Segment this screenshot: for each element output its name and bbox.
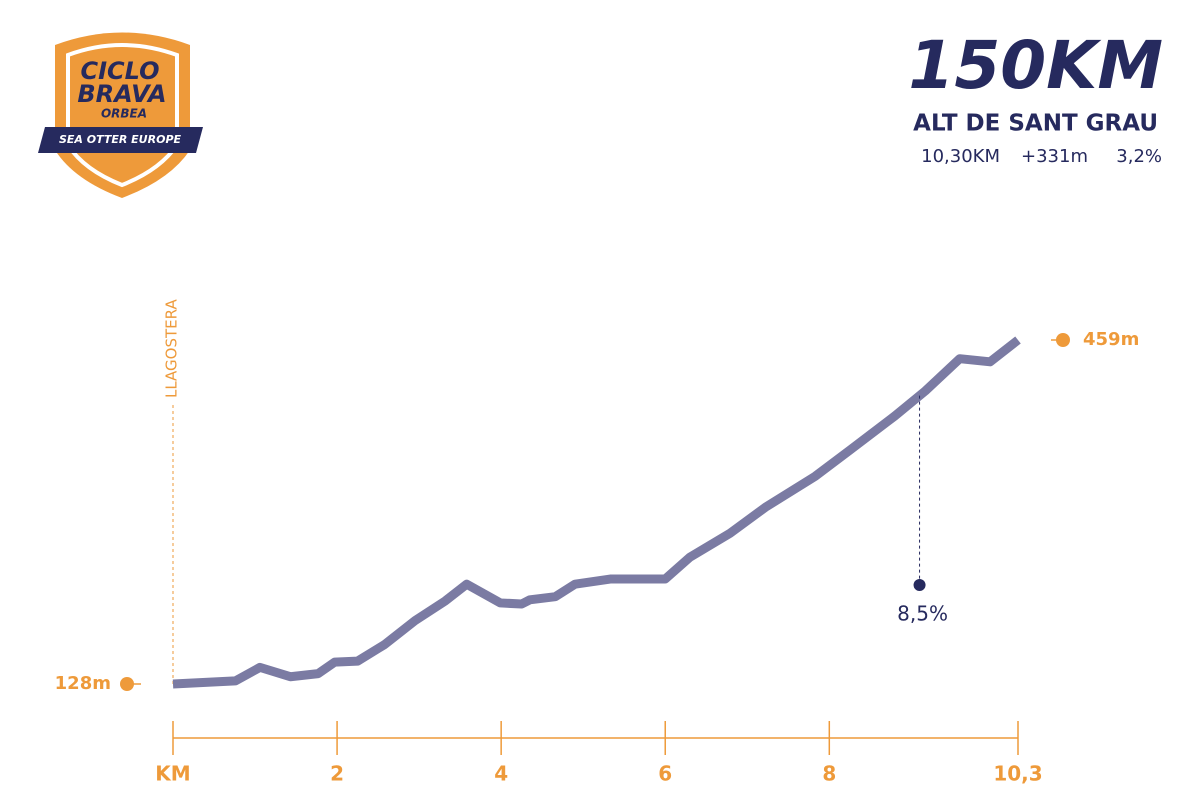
subtitle: ALT DE SANT GRAU xyxy=(913,111,1158,137)
logo-text: CICLO xyxy=(81,57,160,85)
x-tick-label: 10,3 xyxy=(993,762,1042,786)
stat: +331m xyxy=(1021,146,1088,167)
x-tick-label: 8 xyxy=(822,762,836,786)
stat: 10,30KM xyxy=(921,146,1000,167)
x-tick-label: 4 xyxy=(494,762,508,786)
x-tick-label: 2 xyxy=(330,762,344,786)
elevation-label: 459m xyxy=(1083,329,1139,350)
title: 150KM xyxy=(908,27,1163,104)
logo-band xyxy=(38,127,203,153)
x-tick-label: 6 xyxy=(658,762,672,786)
elevation-dot xyxy=(120,677,134,691)
annotation-label: 8,5% xyxy=(897,602,948,626)
logo-text: BRAVA xyxy=(77,80,166,108)
elevation-line xyxy=(172,336,1021,689)
annotation-dot xyxy=(913,579,926,591)
x-tick-label: KM xyxy=(155,762,190,786)
shield-border xyxy=(66,43,179,188)
start-label: LLAGOSTERA xyxy=(163,299,181,398)
logo: CICLO BRAVA ORBEA SEA OTTER EUROPE xyxy=(38,32,203,198)
elevation-dot xyxy=(1056,333,1070,347)
stat: 3,2% xyxy=(1116,146,1162,167)
shield xyxy=(55,32,190,198)
logo-brand: ORBEA xyxy=(101,107,147,121)
logo-band-text: SEA OTTER EUROPE xyxy=(59,133,182,146)
elevation-label: 128m xyxy=(55,673,111,694)
